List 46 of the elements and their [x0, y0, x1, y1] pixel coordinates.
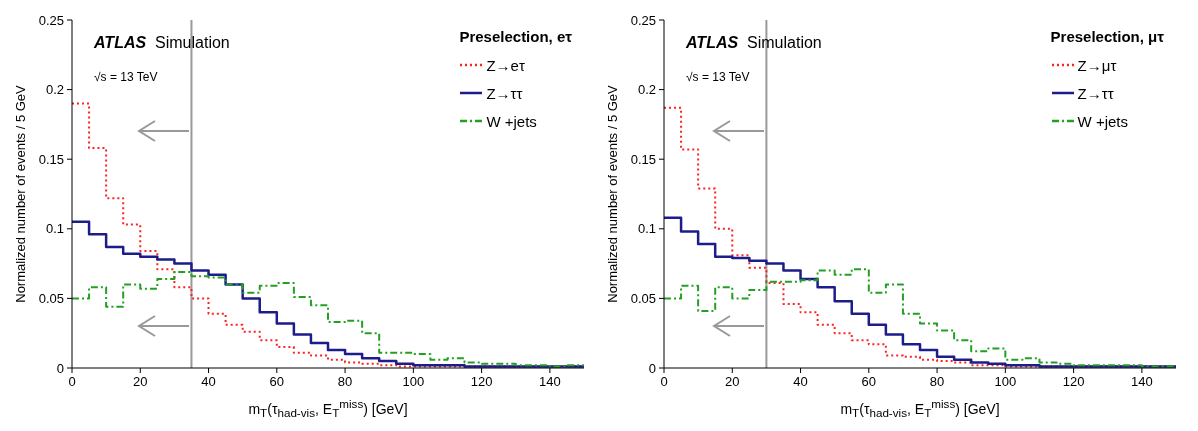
- x-tick-label: 60: [269, 374, 285, 390]
- annotation: √s = 13 TeV: [94, 70, 158, 84]
- legend-label: Z→μτ: [1077, 56, 1117, 74]
- y-tick-label: 0.15: [630, 151, 656, 167]
- y-tick-label: 0.1: [637, 221, 656, 237]
- y-tick-label: 0.2: [45, 82, 64, 98]
- y-tick-label: 0.05: [38, 291, 64, 307]
- x-tick-label: 80: [929, 374, 945, 390]
- y-tick-label: 0.2: [637, 82, 656, 98]
- legend-title: Preselection, μτ: [1050, 28, 1164, 45]
- legend-label: Z→eτ: [486, 56, 525, 74]
- annotation: ATLAS: [686, 34, 739, 51]
- x-tick-label: 120: [470, 374, 493, 390]
- x-axis-title: m$_{T}$(τ$_{had-vis}$, E$_{T}$$^{miss}$) [GeV]: [839, 397, 1001, 420]
- x-tick-label: 100: [994, 374, 1017, 390]
- x-axis-title: m$_{T}$(τ$_{had-vis}$, E$_{T}$$^{miss}$) [GeV]: [247, 397, 409, 420]
- x-tick-label: 140: [539, 374, 561, 390]
- annotation: √s = 13 TeV: [686, 70, 750, 84]
- y-tick-label: 0.05: [630, 291, 656, 307]
- legend-label: Z→ττ: [1077, 84, 1114, 102]
- y-tick-label: 0: [648, 360, 656, 376]
- y-tick-label: 0.15: [38, 151, 64, 167]
- x-tick-label: 0: [660, 374, 668, 390]
- legend-label: W +jets: [1077, 112, 1129, 130]
- x-tick-label: 120: [1062, 374, 1085, 390]
- annotation: Simulation: [154, 34, 230, 51]
- y-axis-title: Normalized number of events / 5 GeV: [12, 84, 28, 303]
- x-tick-label: 0: [68, 374, 76, 390]
- x-tick-label: 60: [861, 374, 877, 390]
- y-tick-label: 0.25: [38, 12, 64, 28]
- x-tick-label: 40: [793, 374, 808, 390]
- x-tick-label: 100: [402, 374, 425, 390]
- y-axis-title: Normalized number of events / 5 GeV: [604, 84, 620, 303]
- y-tick-label: 0.25: [630, 12, 656, 28]
- x-tick-label: 140: [1131, 374, 1153, 390]
- y-tick-label: 0.1: [45, 221, 64, 237]
- annotation: ATLAS: [94, 34, 147, 51]
- x-tick-label: 40: [201, 374, 216, 390]
- x-tick-label: 20: [725, 374, 740, 390]
- legend-title: Preselection, eτ: [459, 28, 572, 45]
- y-tick-label: 0: [56, 360, 64, 376]
- annotation: Simulation: [746, 34, 822, 51]
- x-tick-label: 80: [337, 374, 353, 390]
- legend-label: W +jets: [486, 112, 537, 130]
- legend-label: Z→ττ: [486, 84, 523, 102]
- x-tick-label: 20: [133, 374, 148, 390]
